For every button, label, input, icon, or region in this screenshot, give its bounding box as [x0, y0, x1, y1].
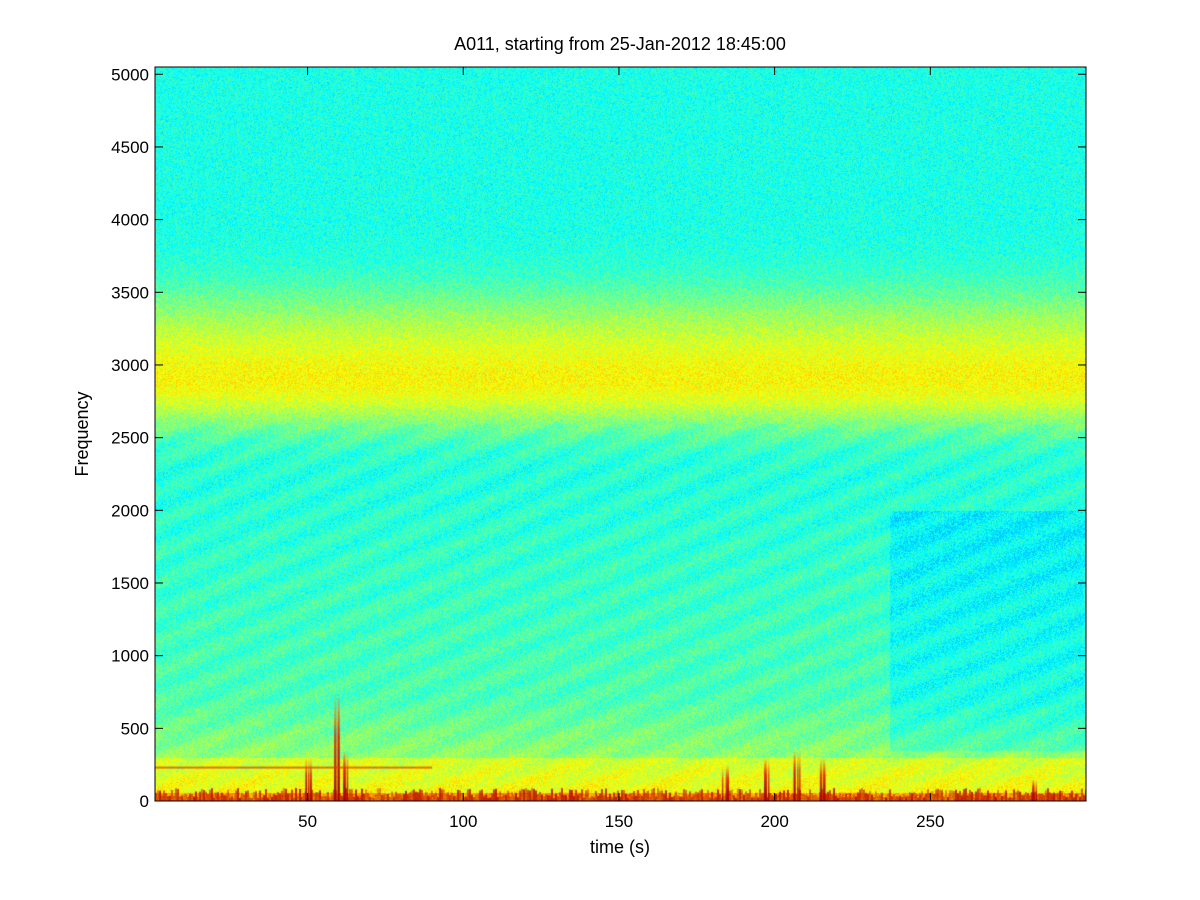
- y-tick-label: 2000: [111, 501, 149, 520]
- y-tick-label: 0: [140, 792, 149, 811]
- plot-frame: [154, 66, 1087, 802]
- spectrogram-image: [155, 67, 1086, 801]
- y-tick-label: 4500: [111, 138, 149, 157]
- y-axis-label: Frequency: [72, 391, 92, 476]
- x-tick-label: 150: [605, 812, 633, 831]
- x-tick-label: 50: [298, 812, 317, 831]
- y-tick-label: 1000: [111, 647, 149, 666]
- y-tick-label: 4000: [111, 211, 149, 230]
- y-tick-label: 3500: [111, 283, 149, 302]
- y-tick-label: 3000: [111, 356, 149, 375]
- chart-title: A011, starting from 25-Jan-2012 18:45:00: [454, 34, 786, 54]
- x-axis-ticks: 50 100 150 200 250: [298, 67, 945, 831]
- y-axis-ticks: 0 500 1000 1500 2000 2500 3000 3500 4000 4500 5000: [111, 65, 1086, 811]
- x-tick-label: 200: [760, 812, 788, 831]
- y-tick-label: 5000: [111, 65, 149, 84]
- x-tick-label: 100: [449, 812, 477, 831]
- y-tick-label: 2500: [111, 429, 149, 448]
- x-axis-label: time (s): [590, 837, 650, 857]
- y-tick-label: 1500: [111, 574, 149, 593]
- y-tick-label: 500: [121, 719, 149, 738]
- x-tick-label: 250: [916, 812, 944, 831]
